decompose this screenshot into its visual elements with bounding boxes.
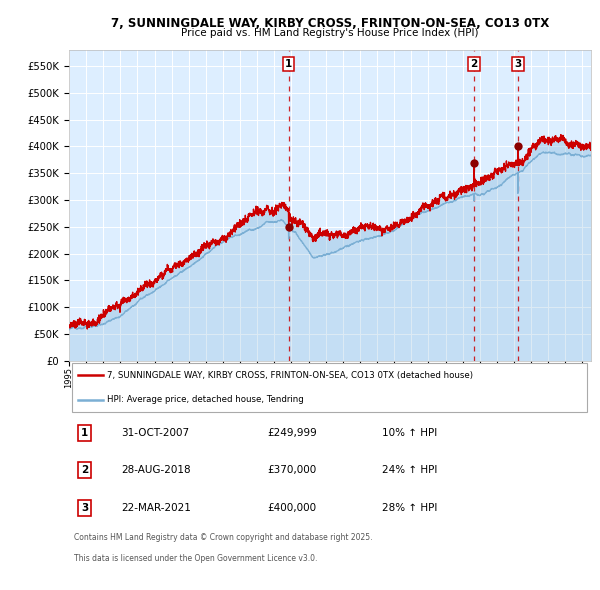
Text: £400,000: £400,000	[268, 503, 316, 513]
Text: This data is licensed under the Open Government Licence v3.0.: This data is licensed under the Open Gov…	[74, 555, 317, 563]
Text: 31-OCT-2007: 31-OCT-2007	[121, 428, 190, 438]
Text: 28-AUG-2018: 28-AUG-2018	[121, 466, 191, 476]
Text: 1: 1	[285, 59, 292, 69]
Text: Contains HM Land Registry data © Crown copyright and database right 2025.: Contains HM Land Registry data © Crown c…	[74, 533, 373, 542]
Text: 7, SUNNINGDALE WAY, KIRBY CROSS, FRINTON-ON-SEA, CO13 0TX: 7, SUNNINGDALE WAY, KIRBY CROSS, FRINTON…	[111, 17, 549, 30]
Text: 2: 2	[81, 466, 88, 476]
Text: Price paid vs. HM Land Registry's House Price Index (HPI): Price paid vs. HM Land Registry's House …	[181, 28, 479, 38]
Text: 28% ↑ HPI: 28% ↑ HPI	[382, 503, 437, 513]
Text: £249,999: £249,999	[268, 428, 317, 438]
Text: 2: 2	[470, 59, 478, 69]
Text: 1: 1	[81, 428, 88, 438]
Text: 3: 3	[81, 503, 88, 513]
Text: 3: 3	[514, 59, 521, 69]
Text: 7, SUNNINGDALE WAY, KIRBY CROSS, FRINTON-ON-SEA, CO13 0TX (detached house): 7, SUNNINGDALE WAY, KIRBY CROSS, FRINTON…	[107, 371, 473, 379]
Text: 22-MAR-2021: 22-MAR-2021	[121, 503, 191, 513]
Text: HPI: Average price, detached house, Tendring: HPI: Average price, detached house, Tend…	[107, 395, 304, 404]
Text: £370,000: £370,000	[268, 466, 317, 476]
Text: 24% ↑ HPI: 24% ↑ HPI	[382, 466, 437, 476]
Text: 10% ↑ HPI: 10% ↑ HPI	[382, 428, 437, 438]
FancyBboxPatch shape	[71, 363, 587, 412]
